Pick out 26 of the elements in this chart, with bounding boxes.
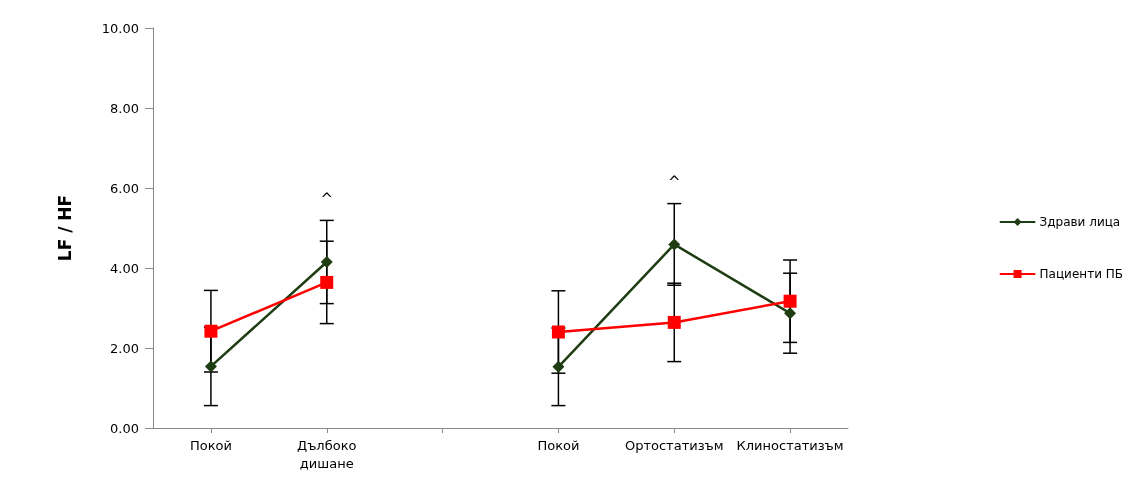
y-tick-label: 6.00 [110,180,139,196]
y-tick-label: 10.00 [101,20,139,36]
point [320,256,333,268]
x-tick-label: Ортостатизъм [624,437,724,453]
annotation: ^ [667,173,681,192]
point [320,275,334,289]
point [551,325,565,339]
point [552,360,565,373]
annotation: ^ [320,189,334,208]
legend-label: Здрави лица [1039,215,1121,229]
x-tick-label: Дълбоко дишане [297,437,357,471]
point [784,307,797,320]
y-tick-label: 0.00 [110,420,139,436]
x-tick-label: Покой [189,437,232,453]
x-tick-label: Покой [537,437,580,453]
point [204,324,218,338]
y-tick-label: 2.00 [110,340,139,356]
point [668,238,681,251]
x-tick-label: Клиностатизъм [736,437,844,453]
legend-label: Пациенти ПБ [1039,267,1124,281]
y-tick-label: 4.00 [110,260,139,276]
y-tick-label: 8.00 [110,100,139,116]
y-axis-title: LF / HF [54,194,75,262]
point [783,294,797,308]
point [667,315,681,329]
point [204,360,217,373]
